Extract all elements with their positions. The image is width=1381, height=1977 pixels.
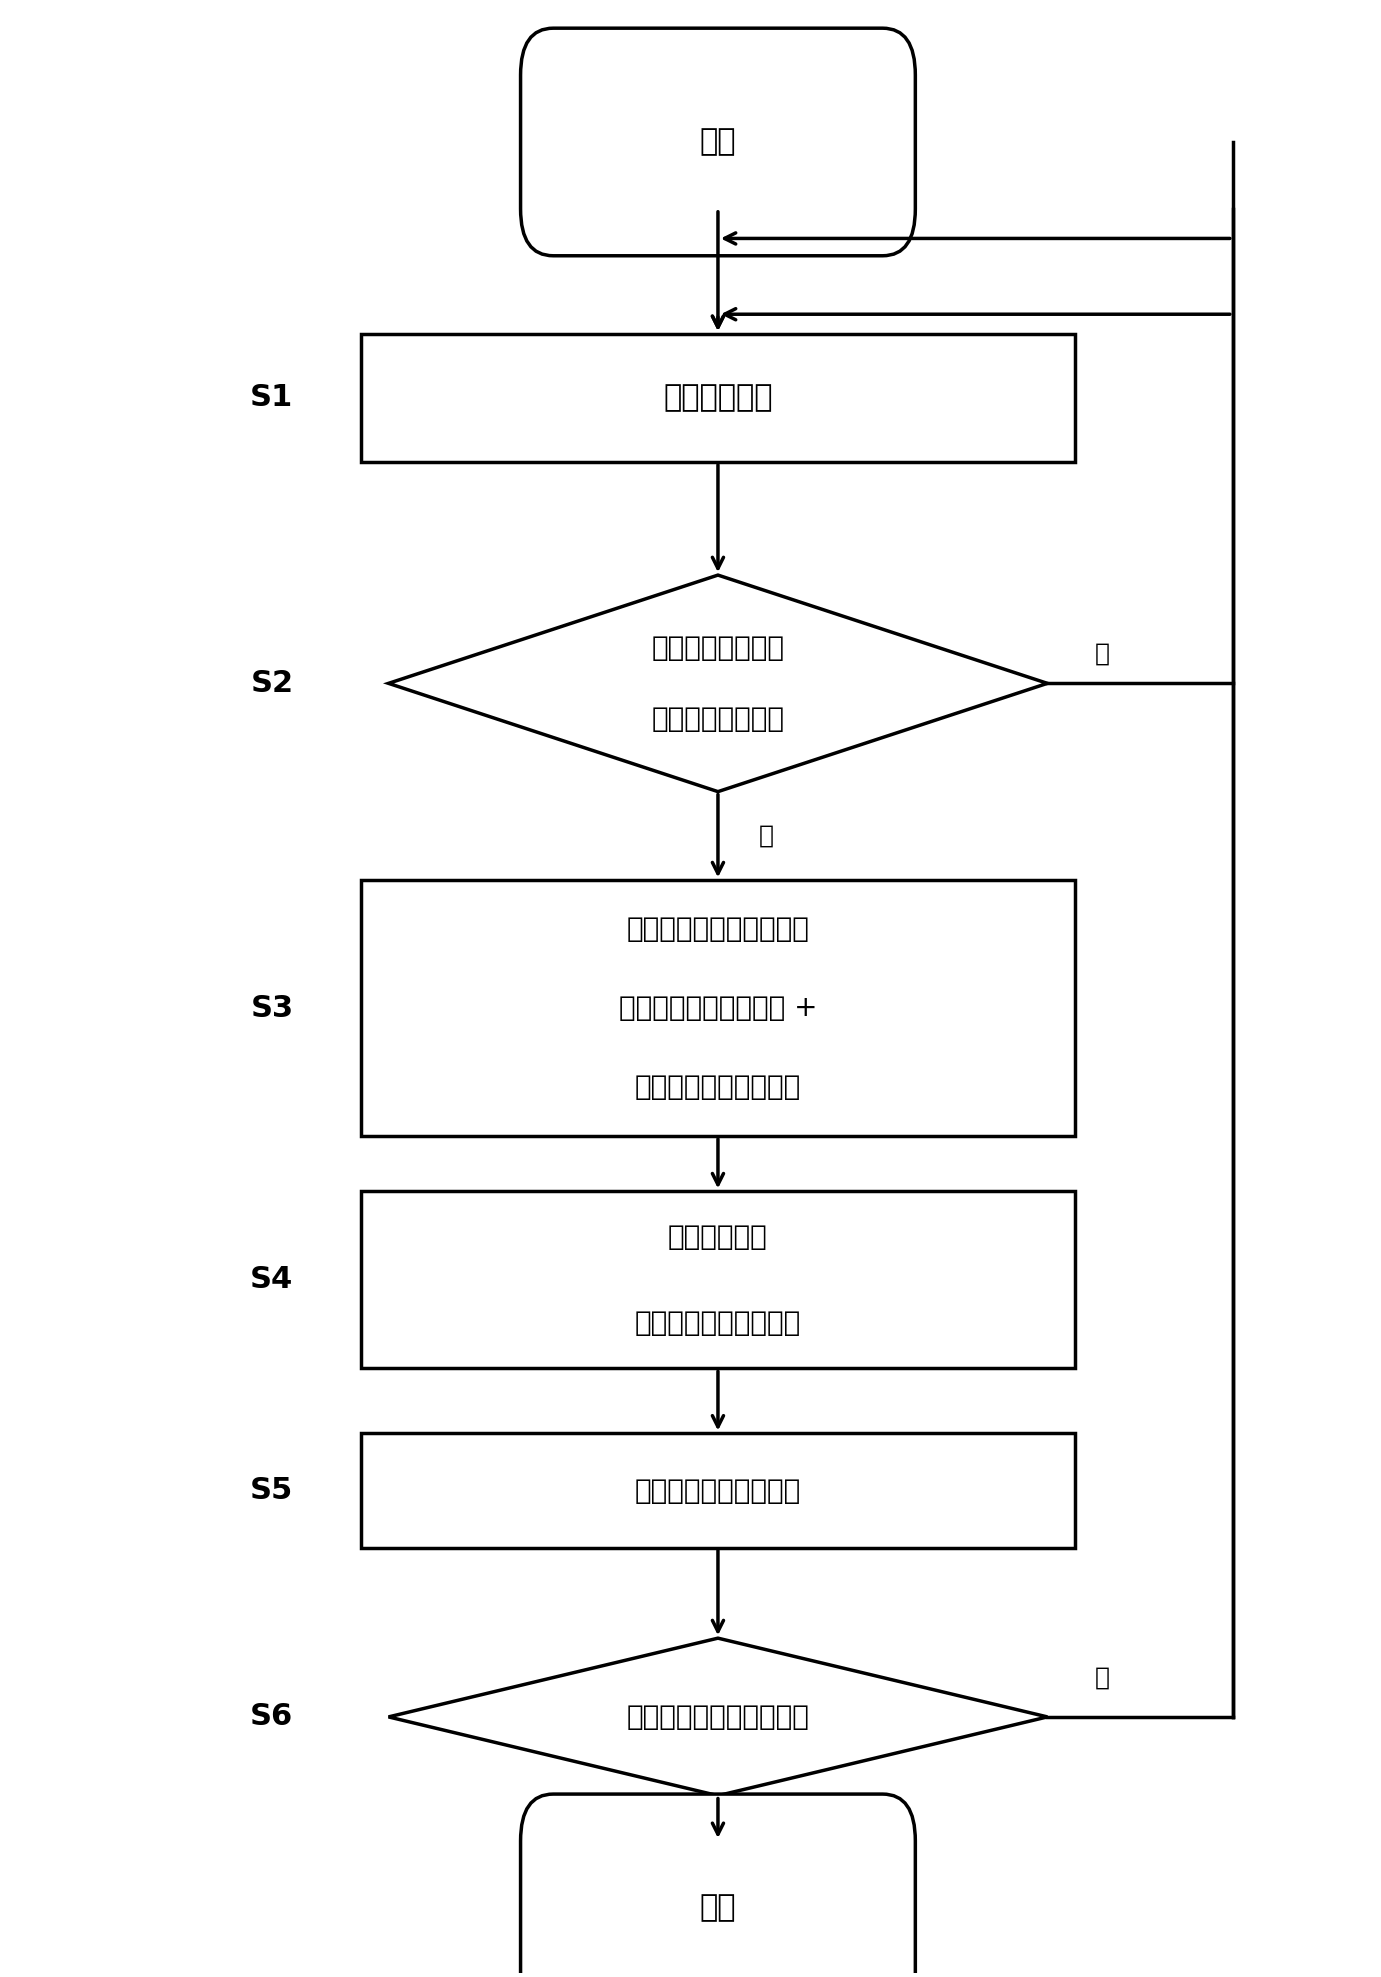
Text: 时间轴上的列数目: 时间轴上的列数目 (652, 635, 784, 662)
Text: 质谱曲线执行峰值检测: 质谱曲线执行峰值检测 (635, 1309, 801, 1336)
FancyBboxPatch shape (521, 1793, 916, 1977)
Text: 结束: 结束 (700, 1894, 736, 1922)
Text: 否: 否 (1095, 1665, 1110, 1690)
Text: S6: S6 (250, 1702, 293, 1732)
Text: 保存结果（质谱数据）: 保存结果（质谱数据） (635, 1477, 801, 1504)
Text: 对于相同时刻上的各数据: 对于相同时刻上的各数据 (627, 915, 809, 943)
Bar (360, 1192, 1074, 1368)
Text: 检测数据收集: 检测数据收集 (663, 384, 773, 413)
Text: S1: S1 (250, 384, 293, 413)
Text: 时间轴方向）滤波处理: 时间轴方向）滤波处理 (635, 1074, 801, 1101)
Text: 否: 否 (1095, 643, 1110, 666)
Text: 已经达到设定值？: 已经达到设定值？ (652, 704, 784, 733)
Polygon shape (388, 1639, 1047, 1795)
Text: 开始: 开始 (700, 127, 736, 156)
Text: S2: S2 (250, 668, 293, 698)
Text: S5: S5 (250, 1477, 293, 1504)
FancyBboxPatch shape (521, 28, 916, 255)
Bar (360, 334, 1074, 463)
Text: 分析（滤波处理）结束？: 分析（滤波处理）结束？ (627, 1702, 809, 1732)
Text: 对于处理后的: 对于处理后的 (668, 1222, 768, 1251)
Text: S3: S3 (250, 994, 293, 1022)
Bar (360, 880, 1074, 1137)
Polygon shape (388, 575, 1047, 791)
Text: 是: 是 (758, 824, 773, 848)
Text: 进行二维（质谱轴方向 +: 进行二维（质谱轴方向 + (619, 994, 818, 1022)
Text: 是: 是 (758, 1807, 773, 1831)
Bar (360, 1433, 1074, 1548)
Text: S4: S4 (250, 1265, 293, 1295)
